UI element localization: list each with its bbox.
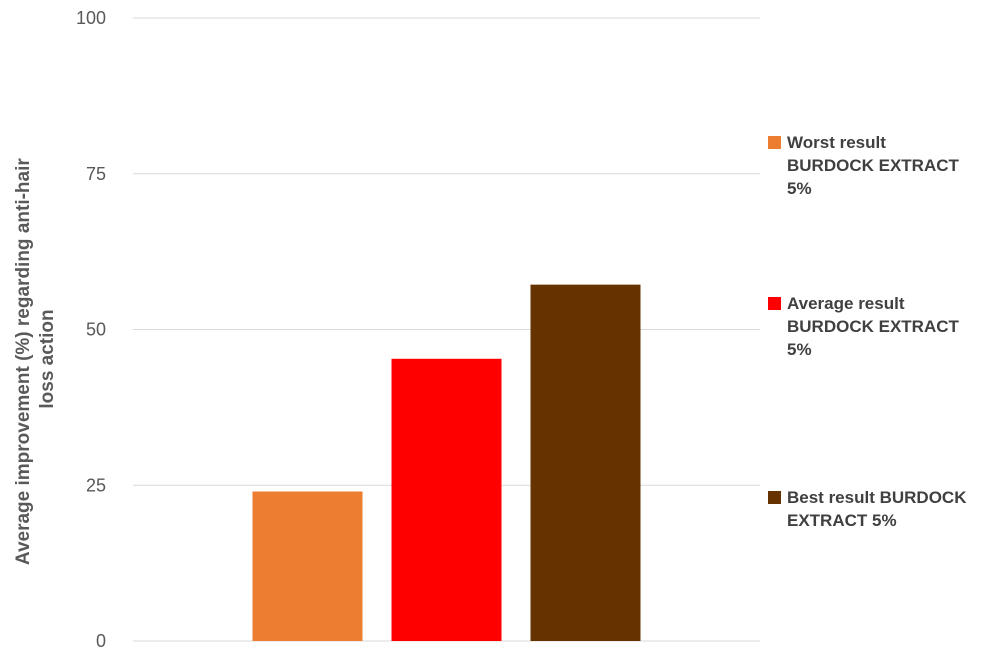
legend-best-line-2: EXTRACT 5%: [787, 511, 897, 530]
legend-swatch-average: [768, 297, 781, 310]
legend-worst-line-3: 5%: [787, 179, 812, 198]
y-axis-label: Average improvement (%) regarding anti-h…: [13, 153, 58, 565]
legend-worst-line-1: Worst result: [787, 133, 886, 152]
y-axis-ticks: 0 25 50 75 100: [76, 8, 106, 648]
bar-best: [530, 284, 641, 641]
legend-swatch-worst: [768, 136, 781, 149]
bar-worst: [252, 491, 363, 641]
y-tick-label-75: 75: [86, 164, 106, 184]
y-axis-label-line-2: loss action: [37, 309, 58, 408]
legend-item-best: Best result BURDOCK EXTRACT 5%: [768, 486, 1002, 532]
bar-average: [391, 358, 502, 641]
y-axis-label-line-1: Average improvement (%) regarding anti-h…: [13, 158, 34, 565]
legend: Worst result BURDOCK EXTRACT 5% Average …: [768, 0, 1003, 648]
y-tick-label-0: 0: [96, 631, 106, 648]
y-tick-label-25: 25: [86, 475, 106, 495]
legend-average-line-2: BURDOCK EXTRACT: [787, 317, 959, 336]
bars: [252, 284, 641, 641]
legend-average-line-3: 5%: [787, 340, 812, 359]
y-tick-label-100: 100: [76, 8, 106, 28]
legend-average-line-1: Average result: [787, 294, 905, 313]
gridlines: [133, 17, 760, 642]
legend-item-average: Average result BURDOCK EXTRACT 5%: [768, 292, 1002, 361]
legend-item-worst: Worst result BURDOCK EXTRACT 5%: [768, 131, 1002, 200]
y-tick-label-50: 50: [86, 320, 106, 340]
legend-best-line-1: Best result BURDOCK: [787, 488, 967, 507]
legend-worst-line-2: BURDOCK EXTRACT: [787, 156, 959, 175]
legend-swatch-best: [768, 491, 781, 504]
